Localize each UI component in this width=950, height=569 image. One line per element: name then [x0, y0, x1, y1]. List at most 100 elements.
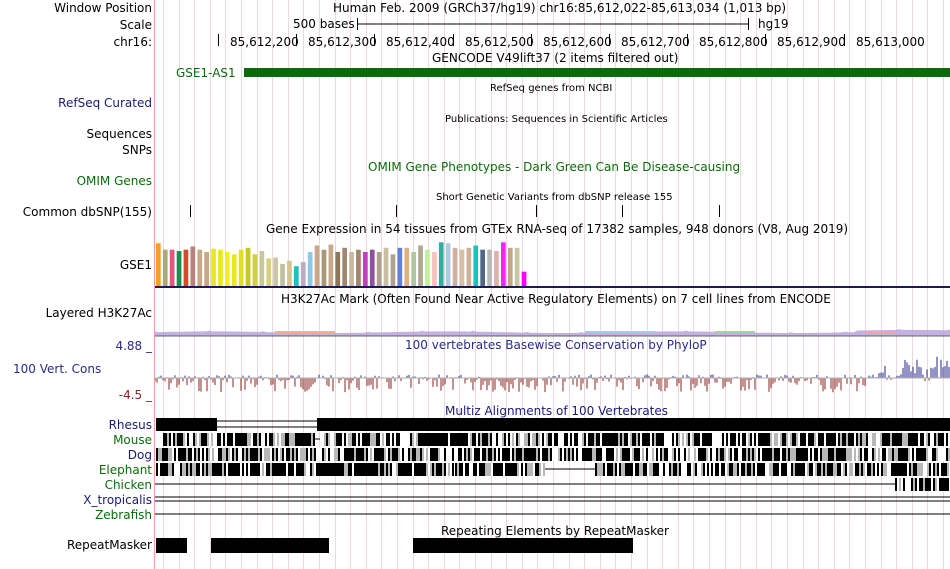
- omim-track-label[interactable]: OMIM Genes: [76, 174, 152, 188]
- alignment-base: [298, 463, 300, 476]
- alignment-base: [745, 463, 747, 476]
- alignment-base: [326, 448, 328, 461]
- alignment-base: [912, 448, 914, 461]
- alignment-base: [610, 433, 612, 446]
- gridline: [740, 0, 741, 569]
- alignment-base: [764, 448, 766, 461]
- alignment-base: [464, 448, 466, 461]
- snp-marker[interactable]: [622, 205, 623, 217]
- tissue-expression-bar: [363, 252, 368, 286]
- tissue-expression-bar: [321, 249, 327, 286]
- repeat-element[interactable]: [413, 538, 633, 553]
- dbsnp-track-label[interactable]: Common dbSNP(155): [22, 205, 152, 219]
- alignment-base: [518, 448, 520, 461]
- alignment-base: [656, 433, 658, 446]
- alignment-base: [374, 448, 376, 461]
- alignment-base: [802, 448, 804, 461]
- alignment-base: [824, 448, 826, 461]
- alignment-base: [448, 448, 450, 461]
- publications-sequences-label[interactable]: Sequences: [86, 127, 152, 141]
- h3k27ac-signal-area: [155, 329, 950, 336]
- alignment-base: [610, 448, 612, 461]
- alignment-base: [526, 448, 528, 461]
- tissue-expression-bar: [445, 243, 451, 286]
- alignment-base: [823, 463, 825, 476]
- multiz-species-label[interactable]: Rhesus: [108, 418, 152, 432]
- refseq-track-label[interactable]: RefSeq Curated: [58, 96, 152, 110]
- alignment-base: [556, 448, 558, 461]
- repeat-element[interactable]: [211, 538, 329, 553]
- publications-snps-label[interactable]: SNPs: [122, 143, 152, 157]
- alignment-base: [864, 433, 866, 446]
- alignment-base: [834, 433, 836, 446]
- h3k27ac-signal[interactable]: [155, 322, 950, 338]
- phylop-track-label[interactable]: 100 Vert. Cons: [13, 362, 102, 376]
- snp-marker[interactable]: [190, 205, 191, 217]
- alignment-base: [418, 433, 420, 446]
- multiz-species-label[interactable]: Dog: [127, 448, 152, 462]
- alignment-base: [780, 433, 782, 446]
- snp-marker[interactable]: [396, 205, 397, 217]
- alignment-base: [621, 463, 623, 476]
- alignment-base: [556, 433, 558, 446]
- alignment-base: [533, 463, 535, 476]
- alignment-base: [914, 448, 916, 461]
- snp-marker[interactable]: [719, 205, 720, 217]
- phylop-conservation-plot[interactable]: [155, 352, 950, 402]
- alignment-base: [479, 463, 481, 476]
- alignment-base: [720, 433, 722, 446]
- multiz-species-label[interactable]: X_tropicalis: [83, 493, 152, 507]
- alignment-base: [185, 433, 187, 446]
- alignment-base: [463, 463, 465, 476]
- tissue-expression-bar: [480, 249, 485, 286]
- alignment-base: [500, 448, 502, 461]
- alignment-base: [603, 463, 605, 476]
- alignment-base: [292, 448, 294, 461]
- alignment-base: [884, 448, 886, 461]
- tissue-expression-bar: [369, 249, 375, 286]
- alignment-base: [193, 433, 195, 446]
- multiz-species-label[interactable]: Mouse: [113, 433, 152, 447]
- h3k27ac-track-label[interactable]: Layered H3K27Ac: [45, 306, 152, 320]
- alignment-base: [236, 448, 238, 461]
- alignment-base: [580, 433, 582, 446]
- alignment-base: [664, 448, 666, 461]
- alignment-base: [858, 448, 860, 461]
- alignment-base: [904, 433, 906, 446]
- alignment-base: [582, 448, 584, 461]
- alignment-base: [922, 433, 924, 446]
- repeat-element[interactable]: [156, 538, 187, 553]
- tissue-expression-bar: [204, 252, 209, 286]
- alignment-base: [893, 463, 895, 476]
- alignment-base: [696, 448, 698, 461]
- gencode-gene-label[interactable]: GSE1-AS1: [176, 66, 236, 80]
- alignment-base: [504, 433, 506, 446]
- multiz-alignment-blocks[interactable]: [155, 417, 950, 527]
- alignment-base: [938, 433, 940, 446]
- snp-marker[interactable]: [536, 205, 537, 217]
- alignment-base: [715, 463, 717, 476]
- alignment-base: [576, 448, 578, 461]
- multiz-species-label[interactable]: Chicken: [104, 478, 152, 492]
- multiz-species-label[interactable]: Elephant: [98, 463, 152, 477]
- alignment-base: [644, 433, 646, 446]
- multiz-species-label[interactable]: Zebrafish: [95, 508, 152, 522]
- alignment-base: [384, 463, 386, 476]
- alignment-base: [830, 433, 832, 446]
- alignment-base: [286, 463, 288, 476]
- alignment-base: [540, 448, 542, 461]
- alignment-base: [382, 463, 384, 476]
- gencode-gene-feature[interactable]: [244, 68, 950, 77]
- gtex-gene-label[interactable]: GSE1: [119, 258, 152, 272]
- alignment-base: [730, 433, 732, 446]
- alignment-base: [934, 433, 936, 446]
- ruler-tick: [296, 34, 297, 46]
- alignment-base: [426, 448, 428, 461]
- repeatmasker-track-label[interactable]: RepeatMasker: [66, 538, 152, 552]
- alignment-base: [912, 433, 914, 446]
- alignment-base: [192, 463, 194, 476]
- alignment-base: [518, 433, 520, 446]
- alignment-base: [806, 448, 808, 461]
- gtex-expression-bars[interactable]: [155, 236, 950, 292]
